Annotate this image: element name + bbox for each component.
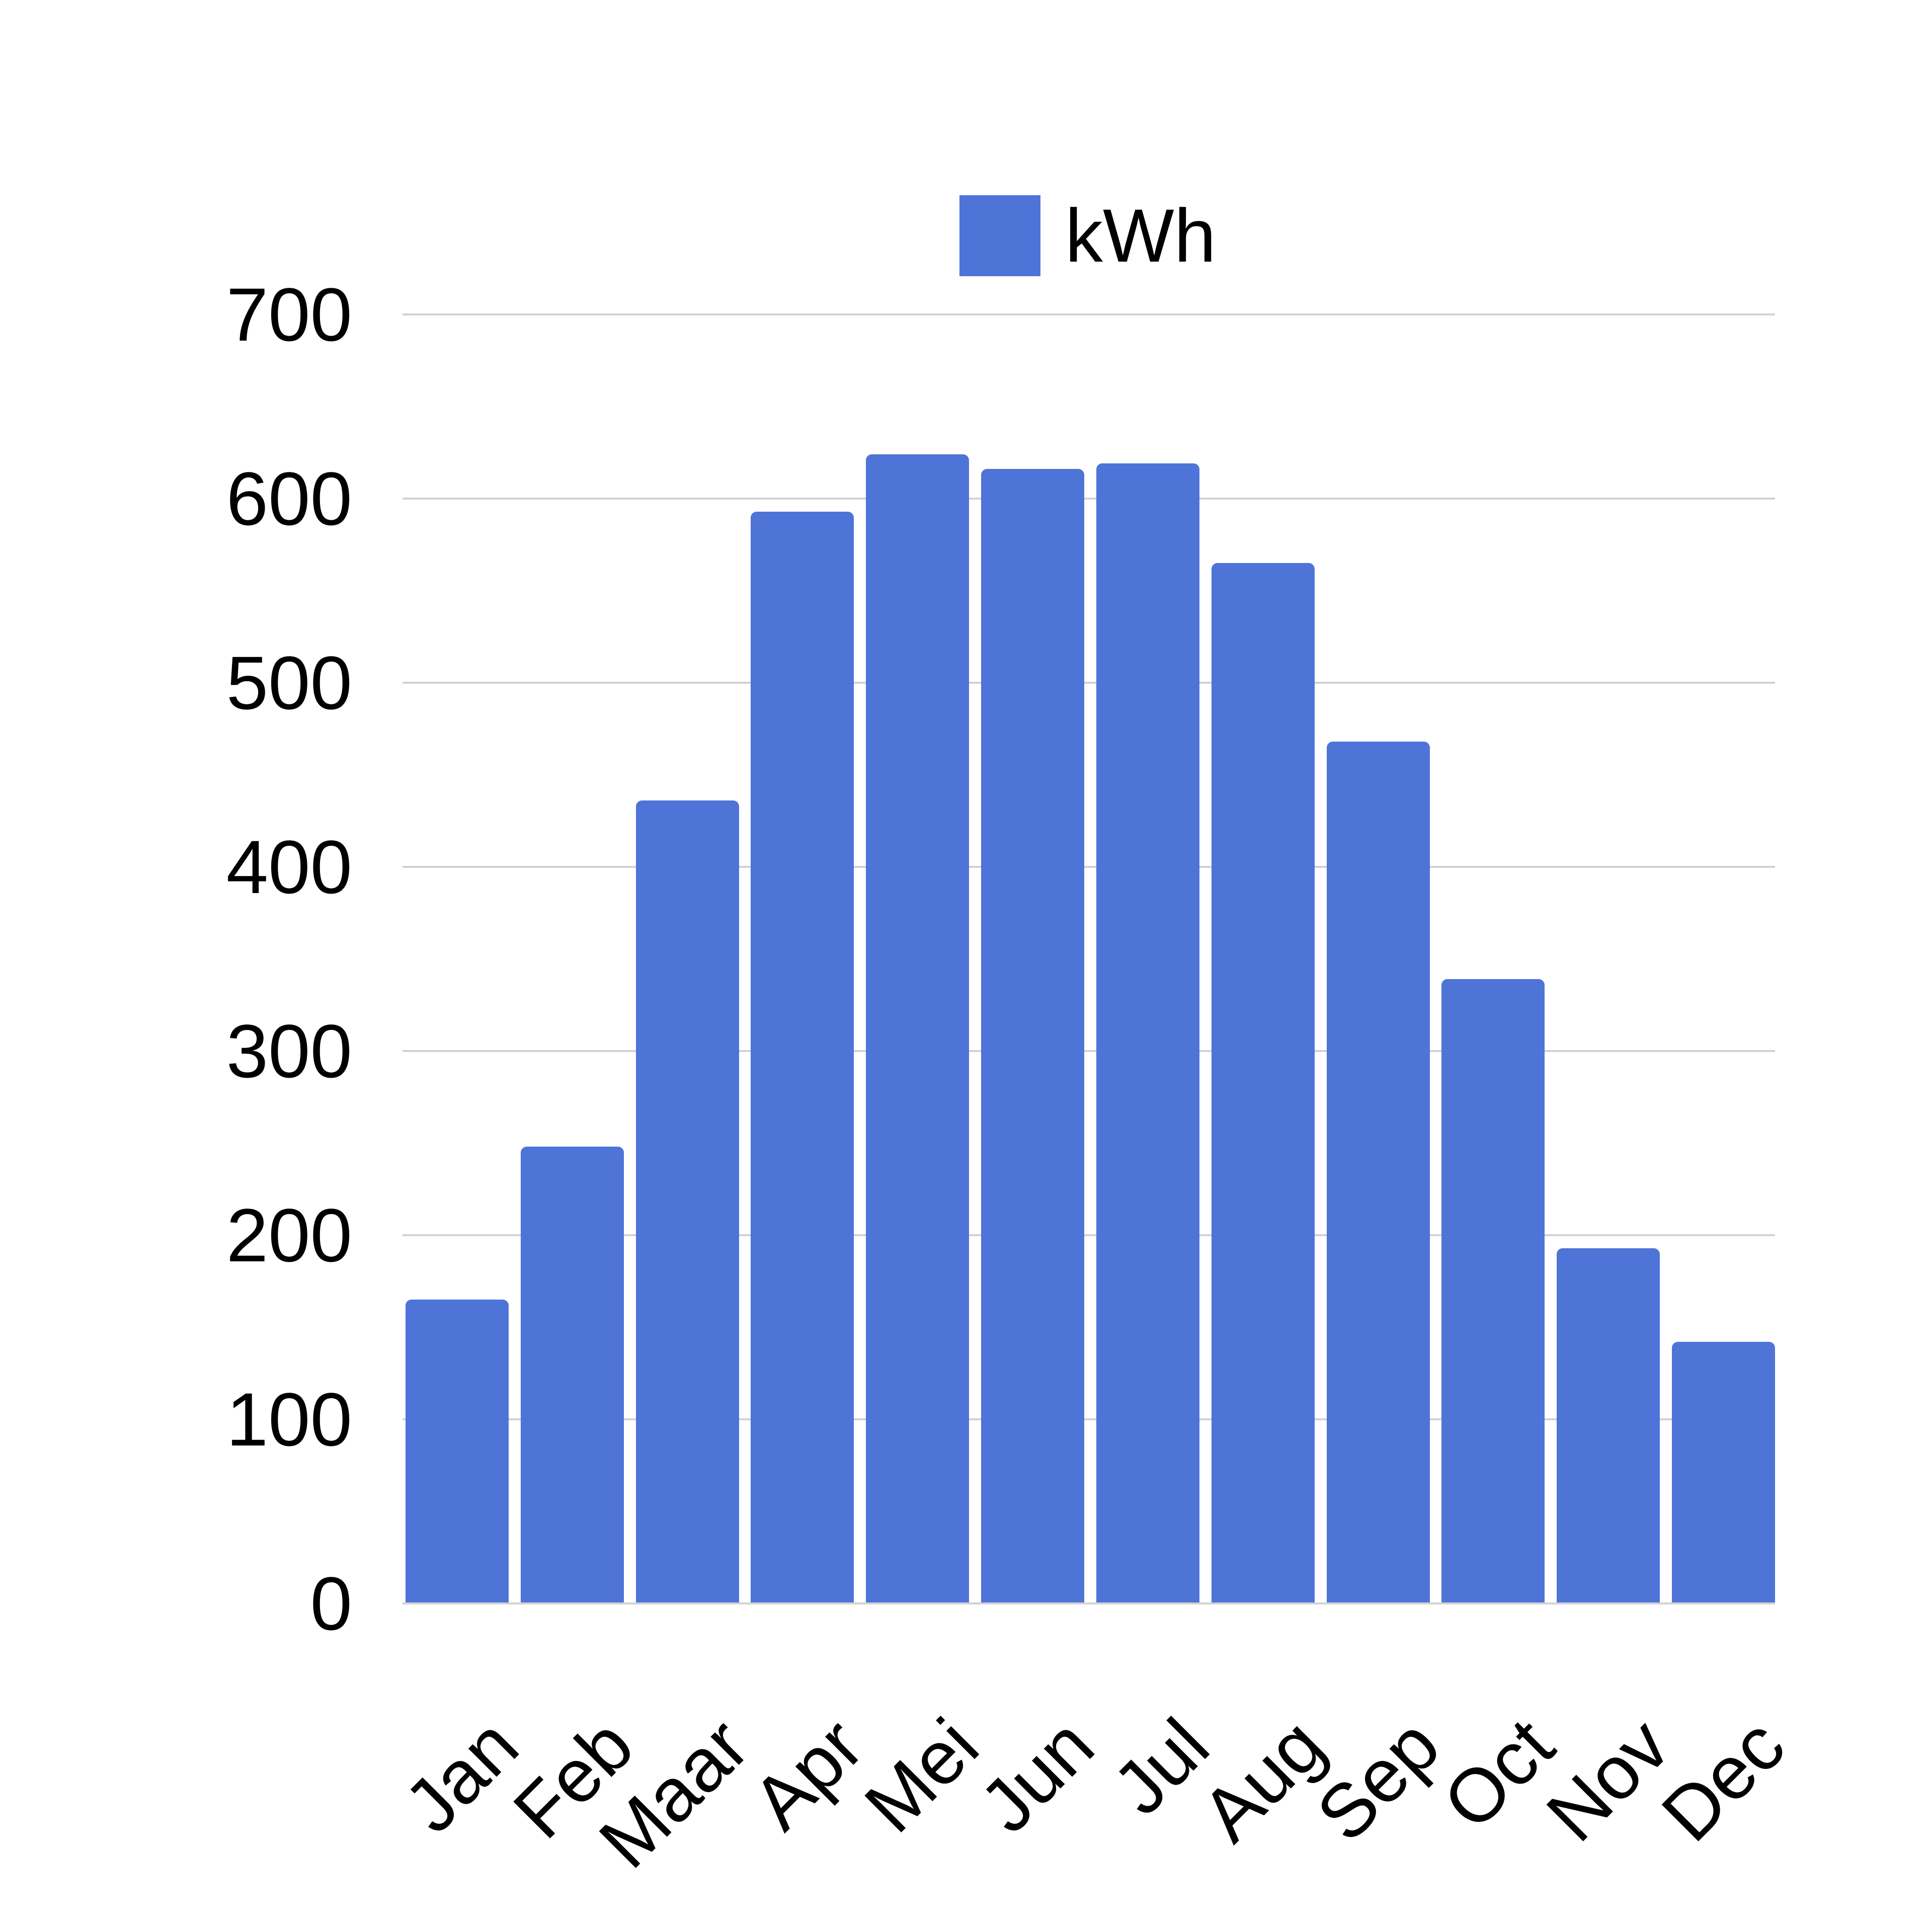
y-tick-label-0: 0 — [310, 1561, 352, 1646]
bar-sep — [1327, 742, 1430, 1603]
bar-apr — [751, 511, 854, 1603]
x-tick-label-dec: Dec — [1645, 1702, 1800, 1858]
bar-dec — [1672, 1342, 1775, 1603]
gridline-y-0 — [403, 1602, 1775, 1604]
x-tick-label-mei: Mei — [848, 1702, 994, 1848]
x-tick-label-jun: Jun — [963, 1702, 1109, 1848]
bar-maar — [636, 800, 739, 1603]
chart-legend: kWh — [959, 195, 1216, 276]
x-tick-label-sep: Sep — [1300, 1702, 1455, 1858]
bar-jul — [1096, 463, 1199, 1603]
x-tick-label-oct: Oct — [1427, 1702, 1570, 1845]
y-tick-label-500: 500 — [226, 640, 352, 725]
legend-label: kWh — [1065, 193, 1216, 278]
gridline-y-200 — [403, 1234, 1775, 1236]
legend-color-swatch — [959, 195, 1040, 276]
x-tick-label-jan: Jan — [388, 1702, 534, 1848]
gridline-y-600 — [403, 498, 1775, 500]
bar-jun — [981, 469, 1084, 1603]
gridline-y-100 — [403, 1418, 1775, 1420]
x-tick-label-nov: Nov — [1530, 1702, 1685, 1858]
y-tick-label-600: 600 — [226, 456, 352, 541]
bar-aug — [1212, 563, 1315, 1603]
y-tick-label-300: 300 — [226, 1009, 352, 1093]
y-tick-label-700: 700 — [226, 272, 352, 357]
y-tick-label-200: 200 — [226, 1193, 352, 1277]
gridline-y-400 — [403, 866, 1775, 868]
gridline-y-300 — [403, 1050, 1775, 1052]
x-tick-label-apr: Apr — [736, 1702, 879, 1845]
gridline-y-700 — [403, 313, 1775, 315]
bar-jan — [406, 1300, 509, 1603]
y-tick-label-100: 100 — [226, 1377, 352, 1462]
bar-oct — [1441, 979, 1545, 1603]
y-tick-label-400: 400 — [226, 825, 352, 909]
bar-nov — [1557, 1248, 1660, 1603]
gridline-y-500 — [403, 682, 1775, 684]
x-tick-label-aug: Aug — [1185, 1702, 1340, 1858]
bar-feb — [521, 1147, 624, 1603]
bar-mei — [866, 454, 969, 1603]
